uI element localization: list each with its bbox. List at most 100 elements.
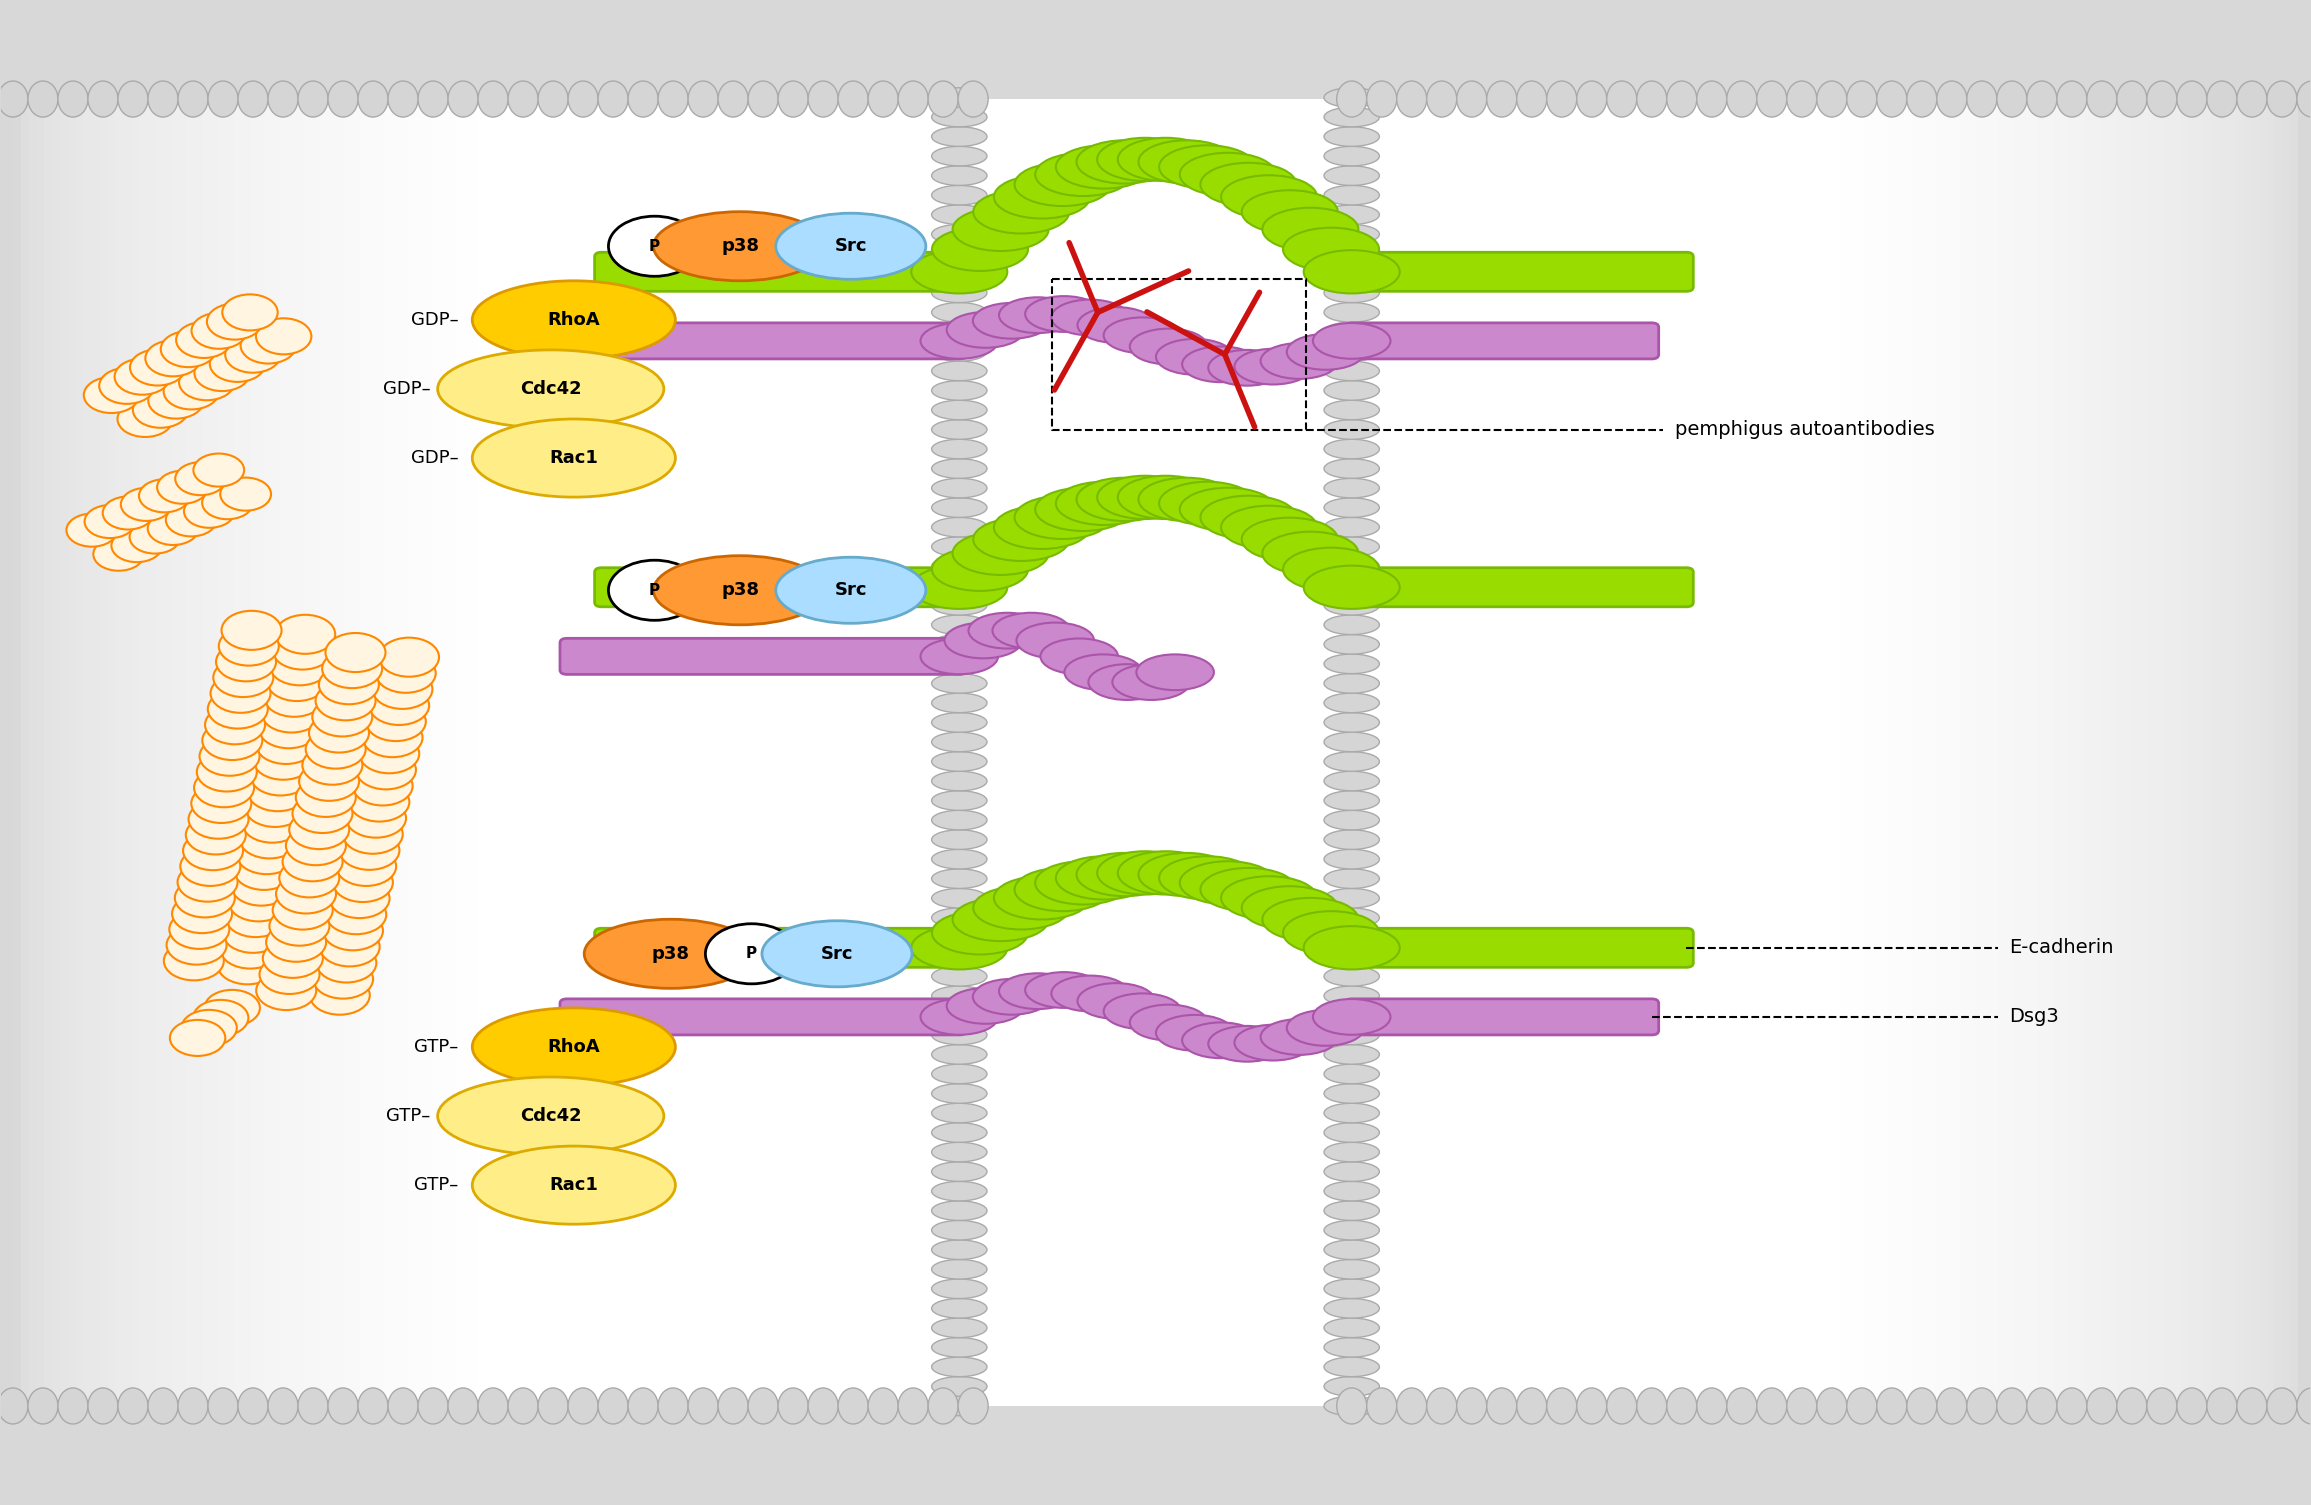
Ellipse shape: [208, 81, 238, 117]
Bar: [83, 99, 92, 1406]
Ellipse shape: [1546, 81, 1576, 117]
Bar: [2244, 99, 2251, 1406]
Ellipse shape: [931, 1044, 987, 1064]
Text: Src: Src: [834, 581, 867, 599]
Bar: [2202, 99, 2212, 1406]
Ellipse shape: [0, 81, 28, 117]
Ellipse shape: [1056, 856, 1151, 900]
Ellipse shape: [215, 643, 275, 682]
Ellipse shape: [1324, 829, 1380, 849]
Ellipse shape: [296, 778, 356, 817]
Ellipse shape: [952, 531, 1049, 575]
Ellipse shape: [931, 303, 987, 322]
Bar: [423, 99, 430, 1406]
Ellipse shape: [1324, 1142, 1380, 1162]
Ellipse shape: [952, 898, 1049, 941]
Ellipse shape: [1119, 138, 1213, 181]
Ellipse shape: [326, 895, 386, 935]
Bar: [2068, 99, 2078, 1406]
Ellipse shape: [1366, 81, 1396, 117]
Ellipse shape: [931, 244, 987, 263]
Ellipse shape: [998, 298, 1077, 333]
Text: E-cadherin: E-cadherin: [2011, 938, 2115, 957]
Bar: [2038, 99, 2045, 1406]
Ellipse shape: [478, 81, 508, 117]
Ellipse shape: [1324, 868, 1380, 888]
Ellipse shape: [899, 1388, 929, 1424]
Bar: [328, 99, 337, 1406]
Ellipse shape: [287, 826, 347, 865]
Ellipse shape: [1015, 495, 1112, 539]
Ellipse shape: [1324, 1279, 1380, 1299]
Ellipse shape: [208, 689, 268, 728]
Bar: [2085, 99, 2094, 1406]
Ellipse shape: [931, 537, 987, 557]
Text: RhoA: RhoA: [548, 312, 601, 330]
Bar: [2219, 99, 2228, 1406]
Ellipse shape: [58, 1388, 88, 1424]
Bar: [361, 99, 367, 1406]
Ellipse shape: [245, 789, 305, 826]
Ellipse shape: [1262, 898, 1359, 941]
Ellipse shape: [1324, 966, 1380, 986]
Ellipse shape: [1077, 477, 1172, 521]
Ellipse shape: [102, 497, 153, 530]
FancyBboxPatch shape: [559, 324, 966, 358]
Text: P: P: [649, 239, 661, 254]
Ellipse shape: [1786, 1388, 1816, 1424]
Ellipse shape: [1486, 81, 1516, 117]
Ellipse shape: [929, 1388, 959, 1424]
Bar: [344, 99, 351, 1406]
Ellipse shape: [2207, 1388, 2237, 1424]
Ellipse shape: [2087, 81, 2117, 117]
Bar: [92, 99, 99, 1406]
Ellipse shape: [1606, 81, 1636, 117]
Ellipse shape: [418, 1388, 448, 1424]
Bar: [171, 99, 178, 1406]
Bar: [282, 99, 289, 1406]
Ellipse shape: [931, 1025, 987, 1044]
Ellipse shape: [310, 975, 370, 1014]
Ellipse shape: [779, 1388, 809, 1424]
Ellipse shape: [659, 1388, 689, 1424]
Ellipse shape: [719, 81, 749, 117]
Ellipse shape: [176, 462, 226, 495]
Ellipse shape: [1026, 972, 1102, 1008]
Ellipse shape: [1324, 185, 1380, 205]
Bar: [430, 99, 439, 1406]
Ellipse shape: [1220, 876, 1317, 920]
Ellipse shape: [689, 81, 719, 117]
Ellipse shape: [2207, 81, 2237, 117]
Ellipse shape: [303, 745, 363, 784]
Text: Src: Src: [820, 945, 853, 963]
Ellipse shape: [1324, 342, 1380, 361]
Ellipse shape: [192, 313, 247, 349]
Ellipse shape: [1181, 154, 1276, 196]
Bar: [2195, 99, 2202, 1406]
Ellipse shape: [931, 829, 987, 849]
Ellipse shape: [1324, 908, 1380, 927]
Ellipse shape: [1324, 1123, 1380, 1142]
Ellipse shape: [920, 999, 998, 1035]
Ellipse shape: [973, 886, 1070, 930]
Bar: [1927, 99, 1934, 1406]
Ellipse shape: [1098, 138, 1192, 181]
Ellipse shape: [2027, 81, 2057, 117]
Ellipse shape: [1035, 861, 1130, 905]
FancyBboxPatch shape: [594, 253, 966, 292]
Bar: [2078, 99, 2085, 1406]
Bar: [1895, 99, 1904, 1406]
Ellipse shape: [298, 81, 328, 117]
Ellipse shape: [809, 81, 839, 117]
Ellipse shape: [1456, 81, 1486, 117]
Ellipse shape: [749, 1388, 779, 1424]
Ellipse shape: [1324, 771, 1380, 790]
Ellipse shape: [931, 322, 987, 342]
Ellipse shape: [1209, 1026, 1285, 1061]
Ellipse shape: [268, 81, 298, 117]
Ellipse shape: [1636, 1388, 1666, 1424]
Ellipse shape: [931, 166, 987, 185]
Ellipse shape: [629, 81, 659, 117]
Bar: [2133, 99, 2140, 1406]
Ellipse shape: [2237, 1388, 2267, 1424]
